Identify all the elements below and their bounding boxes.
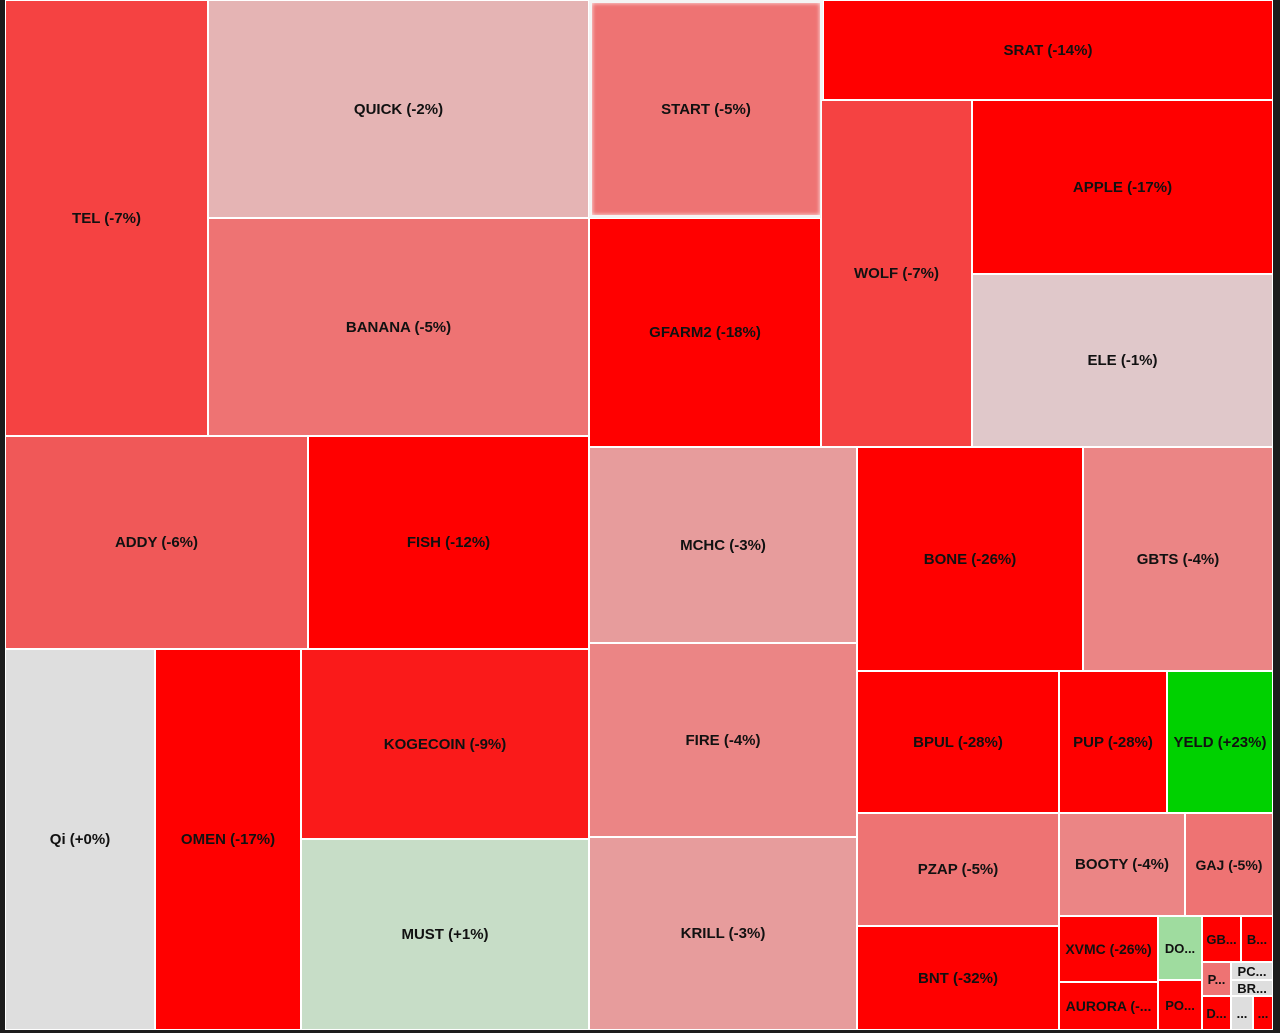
tile-label-xvmc: XVMC (-26%): [1065, 941, 1152, 957]
treemap-chart: TEL (-7%) QUICK (-2%) START (-5%) SRAT (-14…: [5, 0, 1273, 1030]
tile-label-br: BR...: [1237, 980, 1267, 996]
treemap-tile-yeld[interactable]: YELD (+23%): [1167, 671, 1273, 813]
treemap-tile-gb[interactable]: GB...: [1202, 916, 1241, 962]
treemap-tile-tel[interactable]: TEL (-7%): [5, 0, 208, 436]
treemap-tile-srat[interactable]: SRAT (-14%): [823, 0, 1273, 100]
treemap-tile-gbts[interactable]: GBTS (-4%): [1083, 447, 1273, 671]
treemap-tile-gaj[interactable]: GAJ (-5%): [1185, 813, 1273, 916]
tile-label-yeld: YELD (+23%): [1173, 733, 1267, 751]
treemap-tile-dot1[interactable]: ...: [1231, 996, 1253, 1030]
treemap-tile-xvmc[interactable]: XVMC (-26%): [1059, 916, 1158, 982]
tile-label-d: D...: [1206, 1005, 1227, 1021]
tile-label-pup: PUP (-28%): [1073, 733, 1153, 751]
treemap-tile-start[interactable]: START (-5%): [589, 0, 823, 218]
tile-label-ele: ELE (-1%): [1087, 352, 1158, 369]
tile-label-dot1: ...: [1236, 1005, 1248, 1021]
tile-label-pc: PC...: [1237, 963, 1267, 979]
treemap-tile-pzap[interactable]: PZAP (-5%): [857, 813, 1059, 926]
treemap-tile-fish[interactable]: FISH (-12%): [308, 436, 589, 649]
treemap-tile-p[interactable]: P...: [1202, 962, 1231, 996]
tile-label-aurora: AURORA (-...: [1065, 998, 1152, 1014]
tile-label-tel: TEL (-7%): [72, 209, 141, 227]
treemap-tile-pc[interactable]: PC...: [1231, 962, 1273, 980]
treemap-tile-must[interactable]: MUST (+1%): [301, 839, 589, 1030]
treemap-tile-bnt[interactable]: BNT (-32%): [857, 926, 1059, 1030]
treemap-tile-kogecoin[interactable]: KOGECOIN (-9%): [301, 649, 589, 839]
tile-label-qi: Qi (+0%): [49, 831, 111, 848]
tile-label-gfarm2: GFARM2 (-18%): [649, 324, 761, 341]
tile-label-pzap: PZAP (-5%): [917, 861, 999, 878]
tile-label-apple: APPLE (-17%): [1072, 178, 1173, 196]
tile-label-fish: FISH (-12%): [406, 534, 491, 551]
treemap-tile-gfarm2[interactable]: GFARM2 (-18%): [589, 218, 821, 447]
tile-label-fire: FIRE (-4%): [685, 731, 761, 749]
treemap-tile-b[interactable]: B...: [1241, 916, 1273, 962]
tile-label-bone: BONE (-26%): [923, 550, 1017, 568]
tile-label-b: B...: [1246, 931, 1268, 947]
treemap-tile-apple[interactable]: APPLE (-17%): [972, 100, 1273, 274]
treemap-tile-do[interactable]: DO...: [1158, 916, 1202, 980]
tile-label-wolf: WOLF (-7%): [854, 265, 939, 282]
tile-label-gb: GB...: [1206, 931, 1237, 947]
treemap-tile-krill[interactable]: KRILL (-3%): [589, 837, 857, 1030]
tile-label-must: MUST (+1%): [401, 926, 489, 943]
treemap-tile-banana[interactable]: BANANA (-5%): [208, 218, 589, 436]
treemap-tile-fire[interactable]: FIRE (-4%): [589, 643, 857, 837]
treemap-tile-aurora[interactable]: AURORA (-...: [1059, 982, 1158, 1030]
treemap-tile-omen[interactable]: OMEN (-17%): [155, 649, 301, 1030]
tile-label-bnt: BNT (-32%): [917, 969, 998, 987]
treemap-tile-mchc[interactable]: MCHC (-3%): [589, 447, 857, 643]
tile-label-do: DO...: [1164, 940, 1196, 956]
treemap-tile-br[interactable]: BR...: [1231, 980, 1273, 996]
treemap-tile-bone[interactable]: BONE (-26%): [857, 447, 1083, 671]
treemap-tile-ele[interactable]: ELE (-1%): [972, 274, 1273, 447]
tile-label-banana: BANANA (-5%): [345, 318, 452, 336]
treemap-tile-dot2[interactable]: ...: [1253, 996, 1273, 1030]
treemap-tile-addy[interactable]: ADDY (-6%): [5, 436, 308, 649]
tile-label-srat: SRAT (-14%): [1003, 41, 1093, 59]
treemap-tile-quick[interactable]: QUICK (-2%): [208, 0, 589, 218]
tile-label-gbts: GBTS (-4%): [1136, 550, 1220, 568]
tile-label-dot2: ...: [1257, 1005, 1269, 1021]
tile-label-start: START (-5%): [661, 100, 751, 118]
tile-label-p: P...: [1207, 971, 1226, 987]
tile-label-krill: KRILL (-3%): [680, 925, 766, 942]
treemap-tile-qi[interactable]: Qi (+0%): [5, 649, 155, 1030]
tile-label-quick: QUICK (-2%): [353, 100, 444, 118]
treemap-tile-pup[interactable]: PUP (-28%): [1059, 671, 1167, 813]
treemap-tile-wolf[interactable]: WOLF (-7%): [821, 100, 972, 447]
tile-label-gaj: GAJ (-5%): [1195, 856, 1263, 873]
tile-label-omen: OMEN (-17%): [180, 831, 276, 848]
tile-label-bpul: BPUL (-28%): [913, 733, 1003, 751]
treemap-tile-po[interactable]: PO...: [1158, 980, 1202, 1030]
tile-label-booty: BOOTY (-4%): [1075, 856, 1169, 873]
treemap-tile-d[interactable]: D...: [1202, 996, 1231, 1030]
tile-label-mchc: MCHC (-3%): [680, 536, 766, 554]
treemap-tile-booty[interactable]: BOOTY (-4%): [1059, 813, 1185, 916]
tile-label-kogecoin: KOGECOIN (-9%): [383, 735, 507, 753]
tile-label-po: PO...: [1165, 997, 1195, 1013]
treemap-tile-bpul[interactable]: BPUL (-28%): [857, 671, 1059, 813]
tile-label-addy: ADDY (-6%): [114, 534, 199, 551]
